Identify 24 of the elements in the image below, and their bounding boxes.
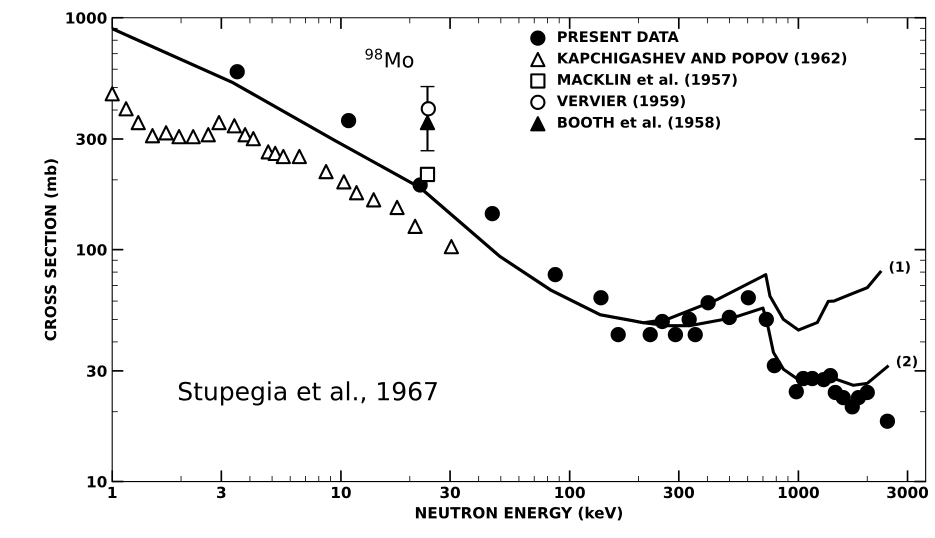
x-tick-label: 30 (440, 486, 460, 498)
legend-label: KAPCHIGASHEV AND POPOV (1962) (558, 52, 846, 66)
y-tick-label: 100 (77, 244, 107, 256)
legend-label: VERVIER (1959) (556, 95, 685, 108)
x-tick-label: 1000 (778, 486, 819, 498)
annotation: Stupegia et al., 1967 (178, 381, 437, 406)
y-tick-label: 300 (76, 133, 107, 146)
y-tick-label: 1000 (66, 12, 107, 24)
x-tick-label: 300 (664, 486, 694, 498)
legend-label: BOOTH et al. (1958) (558, 116, 720, 130)
legend-label: PRESENT DATA (558, 31, 679, 42)
annotation: $^{98}$Mo (365, 48, 414, 68)
legend-label: MACKLIN et al. (1957) (558, 74, 737, 87)
y-axis-title: CROSS SECTION (mb) (44, 159, 58, 341)
x-tick-label: 1 (108, 486, 116, 498)
x-tick-label: 100 (555, 486, 585, 498)
series-label: (1) (890, 261, 910, 274)
y-tick-label: 10 (88, 476, 107, 488)
y-tick-label: 30 (87, 365, 107, 377)
x-tick-label: 3 (217, 486, 226, 498)
series-label: (2) (896, 356, 917, 368)
x-tick-label: 10 (332, 486, 351, 498)
x-tick-label: 3000 (887, 486, 928, 498)
x-axis-title: NEUTRON ENERGY (keV) (416, 506, 622, 520)
